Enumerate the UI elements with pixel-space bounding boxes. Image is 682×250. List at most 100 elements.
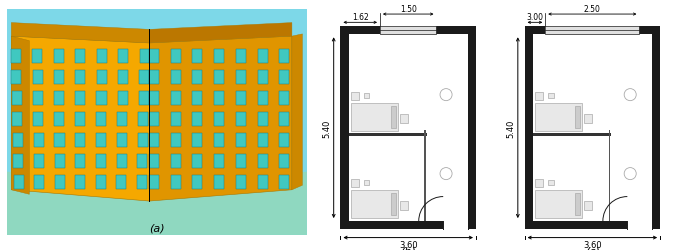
Text: 5.40: 5.40 bbox=[507, 119, 516, 137]
Bar bbox=[546, 27, 640, 35]
Bar bbox=[524, 27, 533, 230]
Polygon shape bbox=[280, 154, 289, 168]
Bar bbox=[351, 104, 398, 132]
Polygon shape bbox=[214, 134, 224, 147]
Bar bbox=[640, 27, 660, 35]
Polygon shape bbox=[236, 113, 246, 127]
Bar bbox=[351, 179, 359, 188]
Polygon shape bbox=[236, 134, 246, 147]
Polygon shape bbox=[192, 113, 203, 127]
Polygon shape bbox=[12, 24, 149, 44]
Polygon shape bbox=[138, 113, 149, 127]
Bar bbox=[340, 27, 380, 35]
Polygon shape bbox=[55, 154, 65, 168]
Polygon shape bbox=[12, 37, 29, 194]
Polygon shape bbox=[149, 92, 159, 106]
Bar bbox=[535, 190, 582, 218]
Bar bbox=[468, 221, 476, 230]
Polygon shape bbox=[149, 134, 159, 147]
Bar bbox=[575, 107, 580, 128]
Polygon shape bbox=[118, 50, 128, 64]
Polygon shape bbox=[149, 24, 292, 44]
Polygon shape bbox=[138, 134, 148, 147]
Polygon shape bbox=[192, 134, 203, 147]
Polygon shape bbox=[192, 92, 203, 106]
Polygon shape bbox=[280, 92, 289, 106]
Polygon shape bbox=[149, 71, 159, 85]
Polygon shape bbox=[117, 134, 127, 147]
Polygon shape bbox=[75, 154, 85, 168]
Bar bbox=[548, 93, 554, 99]
Polygon shape bbox=[117, 154, 127, 168]
Polygon shape bbox=[258, 113, 268, 127]
Text: 3.60: 3.60 bbox=[583, 240, 602, 249]
Bar bbox=[340, 27, 349, 230]
Polygon shape bbox=[95, 175, 106, 189]
Polygon shape bbox=[34, 154, 44, 168]
Polygon shape bbox=[258, 71, 268, 85]
Bar bbox=[548, 180, 554, 186]
Text: 3.00: 3.00 bbox=[527, 13, 544, 22]
Polygon shape bbox=[33, 71, 43, 85]
Polygon shape bbox=[236, 92, 246, 106]
Polygon shape bbox=[258, 154, 268, 168]
Polygon shape bbox=[258, 50, 268, 64]
Bar bbox=[424, 130, 426, 221]
Polygon shape bbox=[139, 71, 149, 85]
Text: 5.40: 5.40 bbox=[323, 119, 331, 137]
Polygon shape bbox=[280, 113, 289, 127]
Polygon shape bbox=[236, 71, 246, 85]
Bar bbox=[608, 130, 610, 221]
Polygon shape bbox=[12, 113, 23, 127]
Polygon shape bbox=[75, 175, 85, 189]
Polygon shape bbox=[11, 71, 21, 85]
Polygon shape bbox=[170, 175, 181, 189]
Polygon shape bbox=[214, 92, 224, 106]
Polygon shape bbox=[170, 71, 181, 85]
Bar bbox=[351, 92, 359, 101]
Polygon shape bbox=[54, 92, 64, 106]
Polygon shape bbox=[32, 50, 42, 64]
Polygon shape bbox=[170, 113, 181, 127]
Polygon shape bbox=[214, 175, 224, 189]
Polygon shape bbox=[75, 134, 85, 147]
Polygon shape bbox=[54, 50, 64, 64]
Bar bbox=[351, 190, 398, 218]
Polygon shape bbox=[11, 50, 21, 64]
Polygon shape bbox=[280, 175, 289, 189]
Text: (b): (b) bbox=[400, 245, 416, 250]
Polygon shape bbox=[75, 113, 85, 127]
Polygon shape bbox=[192, 175, 203, 189]
Bar bbox=[391, 194, 396, 215]
Polygon shape bbox=[137, 175, 147, 189]
Polygon shape bbox=[96, 92, 106, 106]
Polygon shape bbox=[236, 50, 246, 64]
Polygon shape bbox=[55, 113, 64, 127]
Bar bbox=[349, 134, 428, 137]
Polygon shape bbox=[149, 37, 292, 201]
Polygon shape bbox=[170, 50, 181, 64]
Polygon shape bbox=[214, 113, 224, 127]
Bar bbox=[584, 202, 592, 210]
Polygon shape bbox=[117, 113, 128, 127]
Bar bbox=[524, 221, 627, 230]
Polygon shape bbox=[292, 35, 302, 190]
Polygon shape bbox=[12, 92, 22, 106]
Polygon shape bbox=[192, 154, 203, 168]
Polygon shape bbox=[280, 50, 289, 64]
Polygon shape bbox=[236, 154, 246, 168]
Polygon shape bbox=[170, 134, 181, 147]
Text: (a): (a) bbox=[149, 223, 164, 233]
Polygon shape bbox=[14, 175, 24, 189]
Bar bbox=[364, 93, 370, 99]
Polygon shape bbox=[149, 113, 159, 127]
Polygon shape bbox=[97, 71, 107, 85]
Polygon shape bbox=[149, 175, 159, 189]
Bar bbox=[652, 27, 660, 230]
Polygon shape bbox=[96, 134, 106, 147]
Polygon shape bbox=[192, 71, 203, 85]
Bar bbox=[400, 115, 408, 123]
Polygon shape bbox=[258, 175, 268, 189]
Polygon shape bbox=[33, 113, 44, 127]
Bar bbox=[652, 221, 660, 230]
